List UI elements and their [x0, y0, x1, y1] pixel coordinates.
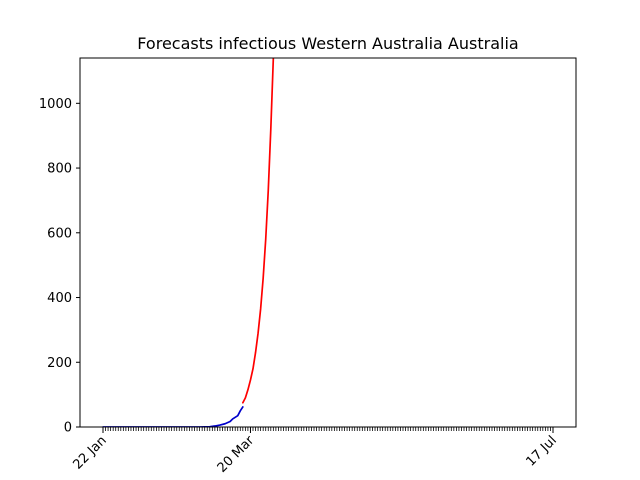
series-line-1 [241, 58, 275, 404]
chart-title: Forecasts infectious Western Australia A… [137, 34, 518, 53]
y-tick-label: 600 [47, 226, 72, 241]
series-group [102, 58, 275, 427]
y-tick-label: 400 [47, 291, 72, 306]
y-tick-label: 800 [47, 162, 72, 177]
y-tick-label: 200 [47, 356, 72, 371]
y-tick-label: 1000 [39, 97, 72, 112]
plot-frame [79, 57, 577, 428]
series-line-0 [102, 406, 244, 427]
y-axis-ticks: 0 200 400 600 800 1000 [39, 97, 80, 436]
y-tick-label: 0 [64, 421, 72, 436]
